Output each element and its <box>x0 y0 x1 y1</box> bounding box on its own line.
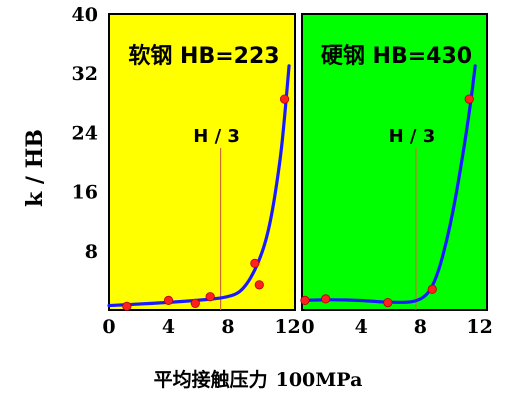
data-point <box>163 295 174 305</box>
panel-background <box>301 13 488 311</box>
series-line <box>107 64 291 308</box>
data-point <box>205 292 215 302</box>
data-point <box>321 294 331 304</box>
x-tick-label: 8 <box>414 316 427 338</box>
y-tick-label: 40 <box>72 4 98 26</box>
data-point <box>190 298 200 308</box>
panel-1: H / 3 软钢 HB=223 0 4 8 12 <box>102 13 301 338</box>
y-tick-label: 32 <box>72 63 98 85</box>
panel-title: 硬钢 HB=430 <box>321 43 472 69</box>
panel-title: 软钢 HB=223 <box>128 43 279 69</box>
x-tick-label: 0 <box>102 316 115 338</box>
data-point <box>254 280 264 290</box>
panel-background <box>108 13 296 311</box>
data-point <box>464 94 474 104</box>
data-point <box>250 258 260 268</box>
x-tick-label: 8 <box>221 316 234 338</box>
x-tick-label: 12 <box>466 316 492 338</box>
panel-2: H / 3 硬钢 HB=430 0 4 8 12 <box>300 13 493 338</box>
h3-annotation: H / 3 <box>193 126 240 147</box>
x-tick-label: 4 <box>355 316 368 338</box>
data-point <box>427 284 437 294</box>
y-axis-ticks: 8 16 24 32 40 <box>72 4 98 263</box>
data-point <box>383 297 393 308</box>
y-axis-label: k / HB <box>22 129 48 207</box>
h3-annotation: H / 3 <box>389 126 436 147</box>
x-tick-label: 4 <box>162 316 175 338</box>
y-tick-label: 24 <box>72 122 98 144</box>
data-point <box>300 295 310 305</box>
panels: H / 3 软钢 HB=223 0 4 8 12 H / 3 硬钢 HB=430 0 4 8 12 <box>102 13 493 338</box>
data-point <box>122 301 132 311</box>
x-tick-label: 0 <box>301 316 314 338</box>
x-axis-label: 平均接触压力 100MPa <box>154 368 363 391</box>
x-tick-label: 12 <box>274 316 300 338</box>
y-tick-label: 16 <box>72 182 98 204</box>
x-axis-label-unit: 100MPa <box>276 369 363 391</box>
series-line <box>300 64 477 304</box>
x-axis-label-text: 平均接触压力 <box>154 368 268 391</box>
data-point <box>279 94 290 104</box>
y-tick-label: 8 <box>85 241 98 263</box>
